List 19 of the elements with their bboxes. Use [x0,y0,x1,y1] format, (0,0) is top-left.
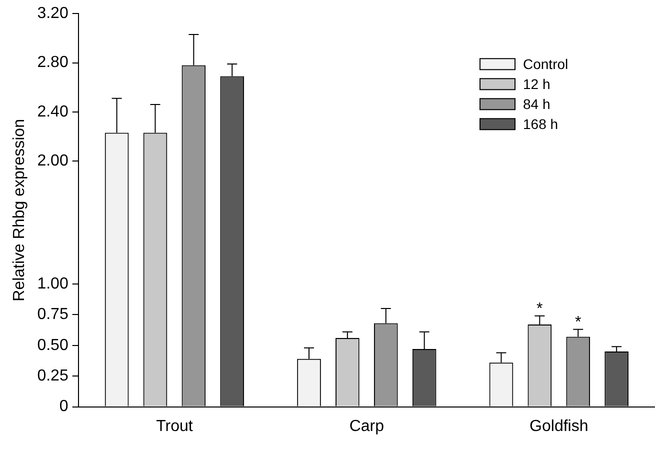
legend-label: 168 h [523,116,558,132]
y-tick-label: 0 [59,398,68,416]
data-label: * [574,314,582,331]
y-tick-label: 2.00 [37,152,68,170]
legend-label: Control [523,56,568,72]
legend-label: 84 h [523,96,550,112]
y-tick-label: 0.75 [37,306,68,324]
y-tick-label: 0.50 [37,336,68,354]
data-label: * [536,300,543,318]
x-tick-label: Carp [349,418,384,435]
legend-label: 12 h [523,76,550,92]
y-tick-label: 2.80 [37,54,68,72]
y-tick-label: 3.20 [37,5,68,22]
y-tick-label: 2.40 [37,103,68,120]
x-tick-label: Trout [156,418,194,435]
y-tick-label: 0.25 [37,367,68,384]
y-tick-label: 1.00 [37,275,68,292]
x-tick-label: Goldfish [530,418,588,435]
y-axis-title: Relative Rhbg expression [11,119,28,302]
